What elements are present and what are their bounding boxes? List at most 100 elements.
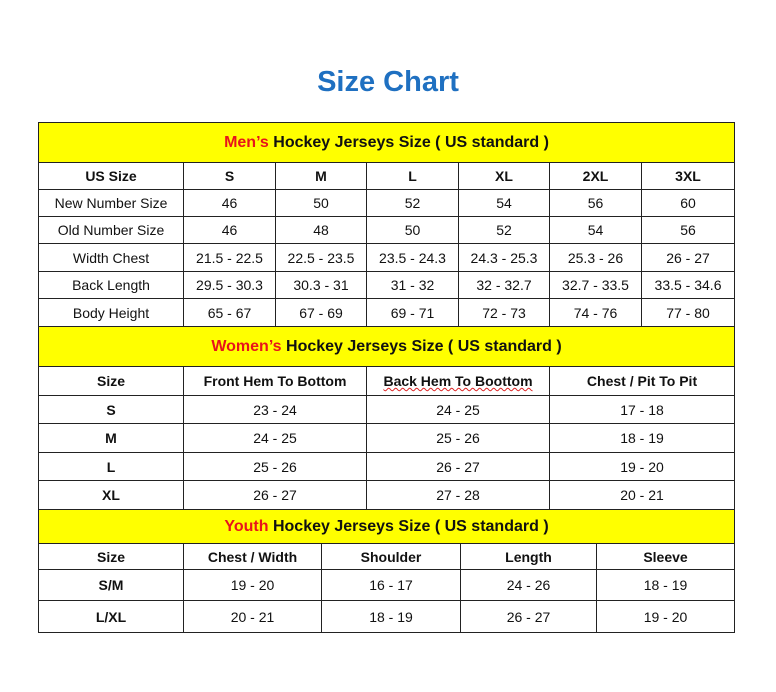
- column-header: Shoulder: [321, 543, 461, 570]
- row-label: Back Length: [38, 271, 184, 299]
- table-row: L 25 - 26 26 - 27 19 - 20: [38, 452, 736, 481]
- row-label: Width Chest: [38, 243, 184, 272]
- table-cell: 24.3 - 25.3: [458, 243, 550, 272]
- row-label: M: [38, 423, 184, 453]
- table-cell: 22.5 - 23.5: [275, 243, 367, 272]
- column-header: 3XL: [640, 162, 736, 190]
- section-title: Hockey Jerseys Size ( US standard ): [268, 517, 549, 535]
- table-cell: 65 - 67: [183, 298, 276, 327]
- column-header-label: Shoulder: [360, 548, 422, 565]
- column-header-label: Chest / Pit To Pit: [586, 373, 698, 389]
- column-header: Length: [460, 543, 597, 570]
- table-cell: 23 - 24: [183, 395, 367, 424]
- column-header-label: S: [224, 168, 235, 184]
- table-row: Body Height 65 - 67 67 - 69 69 - 71 72 - 73 7…: [38, 298, 736, 327]
- mens-size-table: Men’s Hockey Jerseys Size ( US standard …: [37, 122, 736, 327]
- table-row: Back Length 29.5 - 30.3 30.3 - 31 31 - 32 32…: [38, 271, 736, 299]
- womens-size-table: Women’s Hockey Jerseys Size ( US standar…: [37, 326, 736, 510]
- table-cell: 21.5 - 22.5: [183, 243, 276, 272]
- table-cell: 74 - 76: [549, 298, 642, 327]
- table-cell: 54: [458, 189, 550, 217]
- table-cell: 77 - 80: [640, 298, 736, 327]
- section-highlight: Men’s: [224, 133, 269, 151]
- mens-title-row: Men’s Hockey Jerseys Size ( US standard …: [37, 122, 736, 163]
- table-cell: 33.5 - 34.6: [640, 271, 736, 299]
- table-cell: 26 - 27: [366, 452, 550, 481]
- column-header-label: M: [315, 168, 327, 184]
- section-highlight: Youth: [224, 517, 269, 535]
- row-label: S/M: [38, 569, 184, 601]
- table-cell: 31 - 32: [366, 271, 459, 299]
- column-header-label: Back Hem To Boottom: [383, 373, 533, 389]
- column-header-label: L: [408, 168, 417, 184]
- table-cell: 52: [366, 189, 459, 217]
- table-cell: 32 - 32.7: [458, 271, 550, 299]
- table-cell: 18 - 19: [321, 600, 461, 633]
- table-cell: 23.5 - 24.3: [366, 243, 459, 272]
- table-row: S 23 - 24 24 - 25 17 - 18: [38, 395, 736, 424]
- column-header: Chest / Width: [183, 543, 322, 570]
- column-header-row: Size Chest / Width Shoulder Length Sleeve: [38, 543, 736, 570]
- column-header-label: Size: [96, 548, 125, 565]
- section-highlight: Women’s: [211, 337, 282, 355]
- row-label: S: [38, 395, 184, 424]
- table-cell: 19 - 20: [183, 569, 322, 601]
- column-header: S: [183, 162, 276, 190]
- column-header: Sleeve: [595, 543, 736, 570]
- column-header: L: [366, 162, 459, 190]
- table-cell: 24 - 26: [460, 569, 597, 601]
- table-cell: 46: [183, 216, 276, 244]
- row-label: New Number Size: [38, 189, 184, 217]
- column-header-row: US Size S M L XL 2XL 3XL: [38, 162, 736, 190]
- youth-size-table: Youth Hockey Jerseys Size ( US standard …: [37, 509, 736, 633]
- table-cell: 24 - 25: [366, 395, 550, 424]
- table-cell: 20 - 21: [548, 480, 736, 510]
- table-cell: 19 - 20: [595, 600, 736, 633]
- table-cell: 26 - 27: [460, 600, 597, 633]
- column-header: 2XL: [549, 162, 642, 190]
- column-header: Size: [38, 366, 184, 396]
- table-cell: 26 - 27: [183, 480, 367, 510]
- table-cell: 60: [640, 189, 736, 217]
- table-cell: 20 - 21: [183, 600, 322, 633]
- table-row: L/XL 20 - 21 18 - 19 26 - 27 19 - 20: [38, 600, 736, 633]
- table-row: Width Chest 21.5 - 22.5 22.5 - 23.5 23.5 - …: [38, 243, 736, 272]
- column-header: Size: [38, 543, 184, 570]
- table-cell: 52: [458, 216, 550, 244]
- table-cell: 26 - 27: [640, 243, 736, 272]
- table-row: S/M 19 - 20 16 - 17 24 - 26 18 - 19: [38, 569, 736, 601]
- section-title: Hockey Jerseys Size ( US standard ): [281, 337, 562, 355]
- table-cell: 54: [549, 216, 642, 244]
- table-cell: 46: [183, 189, 276, 217]
- youth-section-header: Youth Hockey Jerseys Size ( US standard …: [37, 509, 736, 544]
- table-cell: 69 - 71: [366, 298, 459, 327]
- table-cell: 27 - 28: [366, 480, 550, 510]
- table-cell: 30.3 - 31: [275, 271, 367, 299]
- column-header-label: Length: [505, 548, 552, 565]
- column-header-row: Size Front Hem To Bottom Back Hem To Boott…: [38, 366, 736, 396]
- column-header-label: 2XL: [582, 168, 609, 184]
- table-cell: 18 - 19: [548, 423, 736, 453]
- table-cell: 29.5 - 30.3: [183, 271, 276, 299]
- column-header-label: Chest / Width: [207, 548, 298, 565]
- table-cell: 25 - 26: [183, 452, 367, 481]
- table-cell: 48: [275, 216, 367, 244]
- table-cell: 50: [275, 189, 367, 217]
- youth-title-row: Youth Hockey Jerseys Size ( US standard …: [37, 509, 736, 544]
- column-header: US Size: [38, 162, 184, 190]
- table-cell: 50: [366, 216, 459, 244]
- mens-section-header: Men’s Hockey Jerseys Size ( US standard …: [37, 122, 736, 163]
- table-cell: 32.7 - 33.5: [549, 271, 642, 299]
- table-row: M 24 - 25 25 - 26 18 - 19: [38, 423, 736, 453]
- row-label: L: [38, 452, 184, 481]
- table-cell: 67 - 69: [275, 298, 367, 327]
- table-cell: 19 - 20: [548, 452, 736, 481]
- column-header-label: Size: [96, 373, 125, 389]
- column-header-label: 3XL: [675, 168, 701, 184]
- row-label: Old Number Size: [38, 216, 184, 244]
- table-cell: 18 - 19: [595, 569, 736, 601]
- row-label: L/XL: [38, 600, 184, 633]
- table-row: Old Number Size 46 48 50 52 54 56: [38, 216, 736, 244]
- page-title: Size Chart: [317, 66, 459, 98]
- column-header: Back Hem To Boottom: [366, 366, 550, 396]
